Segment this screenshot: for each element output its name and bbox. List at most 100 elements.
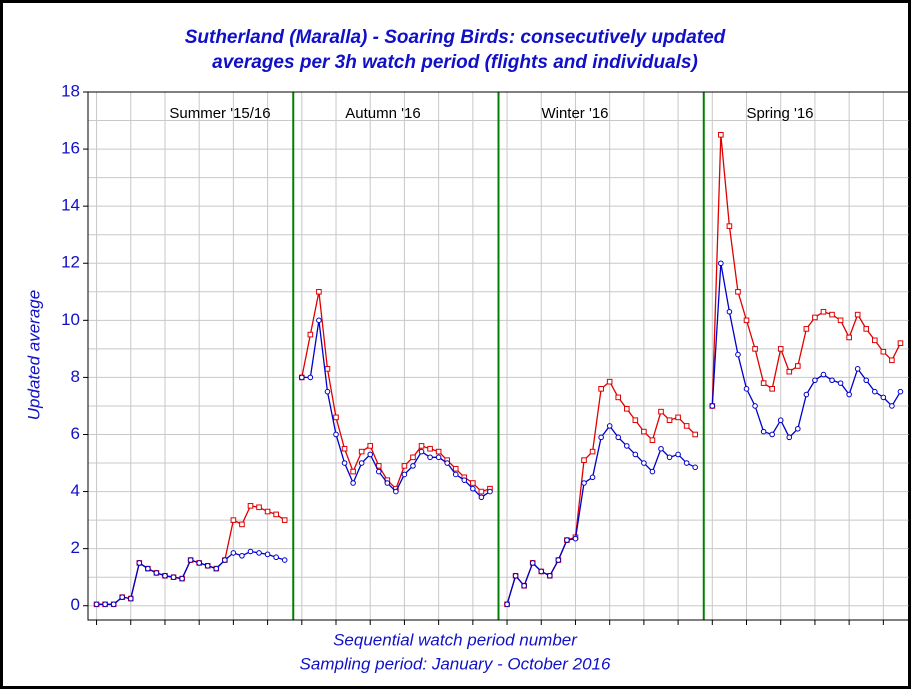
marker bbox=[854, 311, 861, 318]
marker bbox=[162, 572, 168, 579]
marker bbox=[538, 568, 545, 575]
marker bbox=[136, 560, 143, 566]
marker bbox=[187, 557, 194, 563]
marker bbox=[256, 504, 262, 511]
y-tick-label: 0 bbox=[71, 595, 80, 614]
plot-frame bbox=[87, 91, 910, 621]
marker bbox=[812, 377, 818, 384]
marker bbox=[812, 314, 818, 321]
marker bbox=[452, 471, 459, 478]
marker bbox=[735, 351, 741, 358]
marker bbox=[401, 463, 408, 469]
marker bbox=[504, 601, 510, 608]
marker bbox=[102, 601, 108, 608]
y-axis-label: Updated average bbox=[24, 290, 43, 420]
marker bbox=[239, 552, 245, 559]
marker bbox=[452, 465, 459, 472]
marker bbox=[179, 575, 185, 582]
marker bbox=[726, 223, 733, 229]
marker bbox=[196, 560, 202, 566]
marker bbox=[273, 511, 279, 518]
marker bbox=[555, 557, 562, 563]
marker bbox=[829, 377, 835, 384]
chart-title: Sutherland (Maralla) - Soaring Birds: co… bbox=[185, 27, 726, 48]
marker bbox=[769, 431, 775, 438]
marker bbox=[204, 562, 211, 569]
marker bbox=[760, 380, 767, 386]
marker bbox=[299, 374, 305, 381]
marker bbox=[683, 423, 690, 429]
marker bbox=[281, 557, 288, 563]
marker bbox=[632, 417, 639, 424]
marker bbox=[170, 574, 177, 580]
x-axis-label: Sampling period: January - October 2016 bbox=[300, 654, 611, 673]
marker bbox=[564, 537, 570, 543]
marker bbox=[666, 454, 673, 461]
marker bbox=[846, 334, 852, 341]
marker bbox=[795, 363, 801, 369]
marker bbox=[641, 428, 647, 435]
marker bbox=[581, 457, 587, 463]
marker bbox=[649, 437, 656, 443]
marker bbox=[641, 460, 647, 466]
marker bbox=[854, 366, 861, 372]
marker bbox=[589, 474, 596, 481]
marker bbox=[478, 488, 485, 495]
marker bbox=[341, 445, 348, 452]
marker bbox=[478, 494, 485, 501]
marker bbox=[418, 448, 425, 455]
y-tick-label: 14 bbox=[61, 196, 80, 215]
marker bbox=[871, 388, 878, 395]
y-tick-label: 6 bbox=[71, 424, 80, 443]
marker bbox=[393, 488, 399, 495]
marker bbox=[358, 448, 365, 455]
marker bbox=[427, 445, 433, 452]
marker bbox=[803, 326, 810, 332]
marker bbox=[820, 371, 827, 378]
marker bbox=[93, 601, 100, 608]
marker bbox=[264, 551, 271, 558]
marker bbox=[367, 443, 374, 449]
marker bbox=[726, 308, 733, 315]
marker bbox=[281, 517, 288, 523]
y-tick-label: 18 bbox=[61, 81, 80, 100]
marker bbox=[375, 468, 382, 475]
marker bbox=[889, 403, 895, 409]
marker bbox=[871, 337, 878, 344]
marker bbox=[410, 454, 416, 461]
marker bbox=[837, 317, 844, 324]
marker bbox=[333, 414, 339, 421]
marker bbox=[572, 535, 579, 542]
marker bbox=[333, 431, 339, 438]
marker bbox=[803, 391, 810, 398]
marker bbox=[889, 357, 895, 364]
marker bbox=[598, 434, 604, 441]
marker bbox=[512, 572, 519, 579]
marker bbox=[820, 308, 827, 315]
marker bbox=[675, 414, 681, 421]
marker bbox=[769, 386, 775, 392]
marker bbox=[589, 448, 596, 455]
y-tick-label: 10 bbox=[61, 310, 80, 329]
marker bbox=[324, 388, 331, 395]
marker bbox=[777, 417, 784, 424]
marker bbox=[264, 508, 271, 515]
marker bbox=[470, 485, 476, 492]
marker bbox=[880, 394, 887, 401]
marker bbox=[213, 565, 220, 572]
marker bbox=[752, 346, 758, 352]
marker bbox=[760, 428, 767, 435]
marker bbox=[410, 463, 416, 469]
x-axis-label: Sequential watch period number bbox=[333, 630, 578, 649]
marker bbox=[692, 464, 698, 471]
marker bbox=[230, 517, 237, 523]
marker bbox=[222, 557, 228, 563]
marker bbox=[547, 572, 553, 579]
marker bbox=[435, 454, 442, 461]
marker bbox=[623, 443, 630, 449]
marker bbox=[461, 477, 468, 483]
season-label: Autumn '16 bbox=[345, 105, 420, 122]
marker bbox=[119, 594, 126, 600]
marker bbox=[145, 565, 151, 572]
marker bbox=[367, 451, 374, 458]
